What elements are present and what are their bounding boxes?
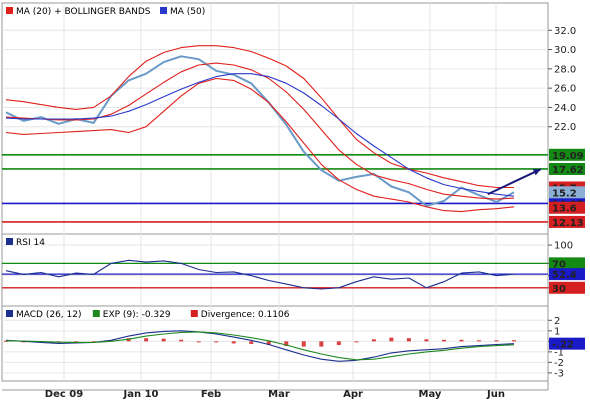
- macd-pane: [1, 305, 549, 382]
- rsi-value-tag: [549, 268, 585, 281]
- price-value-tag: [549, 186, 585, 199]
- macd-divergence-bar: [494, 340, 499, 342]
- macd-divergence-bar: [231, 341, 236, 344]
- rsi-value-tag-label: 30: [552, 284, 566, 295]
- rsi-value-tag-label: 70: [552, 259, 566, 270]
- price-series-ma-50-: [5, 73, 515, 197]
- macd-tick-label: 2: [554, 316, 560, 327]
- x-tick-label: Apr: [343, 389, 363, 400]
- price-value-tag: [549, 215, 585, 228]
- price-value-tag-label: 15.2: [552, 188, 577, 199]
- price-tick-label: 32.0: [554, 26, 576, 37]
- macd-divergence-bar: [91, 341, 96, 343]
- price-value-tag-label: 12.13: [552, 218, 584, 229]
- price-value-tag-label: 19.09: [552, 151, 584, 162]
- macd-divergence-bar: [441, 339, 446, 342]
- price-value-tag-label: 17.62: [552, 165, 584, 176]
- x-tick-label: Jun: [486, 389, 505, 400]
- x-tick-label: Feb: [201, 389, 221, 400]
- price-value-tag: [549, 148, 585, 161]
- price-value-tag-label: 13.6: [552, 204, 577, 215]
- macd-divergence-bar: [214, 341, 219, 343]
- macd-divergence-bar: [371, 339, 376, 342]
- projection-arrow: [487, 168, 542, 196]
- macd-tick-label: 1: [554, 326, 560, 337]
- macd-divergence-bar: [459, 339, 464, 342]
- rsi-series-rsi-14: [5, 259, 515, 290]
- macd-divergence-bar: [284, 341, 289, 347]
- rsi-tick-label: 100: [554, 241, 573, 252]
- rsi-value-tag: [549, 281, 585, 294]
- macd-divergence-bar: [319, 341, 324, 347]
- price-series-price: [5, 55, 515, 207]
- price-tick-label: 24.0: [554, 103, 576, 114]
- macd-tick-label: -2: [554, 358, 564, 369]
- macd-divergence-bar: [196, 341, 201, 343]
- macd-divergence-bar: [144, 338, 149, 342]
- macd-divergence-bar: [179, 339, 184, 342]
- macd-divergence-bar: [161, 338, 166, 342]
- macd-divergence-bar: [512, 340, 516, 342]
- price-legend-swatch: [160, 7, 167, 14]
- macd-divergence-bar: [266, 341, 271, 346]
- rsi-value-tag-label: 52.4: [552, 270, 577, 281]
- macd-divergence-bar: [336, 341, 341, 346]
- x-tick-label: Dec 09: [45, 389, 83, 400]
- rsi-legend-swatch: [6, 238, 13, 245]
- macd-legend-swatch: [92, 310, 100, 317]
- price-value-tag: [549, 162, 585, 175]
- price-series-upper-band: [5, 45, 514, 189]
- rsi-legend-label: RSI 14: [16, 238, 45, 248]
- x-tick-label: Jan 10: [123, 389, 159, 400]
- macd-value-tag-label: -.22: [552, 340, 574, 351]
- macd-divergence-bar: [424, 339, 429, 342]
- macd-tick-label: -1: [554, 347, 564, 358]
- price-tick-label: 28.0: [554, 64, 576, 75]
- macd-legend-swatch: [190, 310, 198, 317]
- macd-legend-label: MACD (26, 12): [16, 310, 82, 320]
- macd-divergence-bar: [354, 341, 359, 343]
- x-tick-label: Mar: [268, 389, 290, 400]
- rsi-value-tag: [549, 257, 585, 270]
- macd-divergence-bar: [126, 338, 131, 342]
- price-legend-label: MA (50): [170, 7, 205, 17]
- macd-legend-label: Divergence: 0.1106: [201, 310, 290, 320]
- macd-divergence-bar: [406, 338, 411, 342]
- x-tick-label: May: [419, 389, 442, 400]
- price-tick-label: 30.0: [554, 45, 576, 56]
- price-value-tag: [549, 201, 585, 214]
- macd-tick-label: -3: [554, 368, 564, 379]
- projection-arrow-head: [532, 169, 541, 176]
- macd-legend-swatch: [6, 310, 13, 317]
- price-legend-swatch: [6, 7, 13, 14]
- price-series-ma-20-: [5, 62, 515, 200]
- price-tick-label: 26.0: [554, 84, 576, 95]
- macd-divergence-bar: [389, 337, 394, 342]
- price-legend-label: MA (20) + BOLLINGER BANDS: [16, 7, 151, 17]
- macd-divergence-bar: [74, 341, 79, 343]
- macd-divergence-bar: [476, 340, 481, 342]
- price-series-lower-band: [5, 77, 515, 213]
- macd-legend-label: EXP (9): -0.329: [103, 310, 171, 320]
- rsi-pane: [1, 233, 549, 307]
- macd-divergence-bar: [249, 341, 254, 344]
- price-tick-label: 22.0: [554, 122, 576, 133]
- macd-series-exp-9-: [5, 331, 515, 361]
- macd-value-tag: [549, 337, 585, 350]
- macd-divergence-bar: [301, 341, 306, 347]
